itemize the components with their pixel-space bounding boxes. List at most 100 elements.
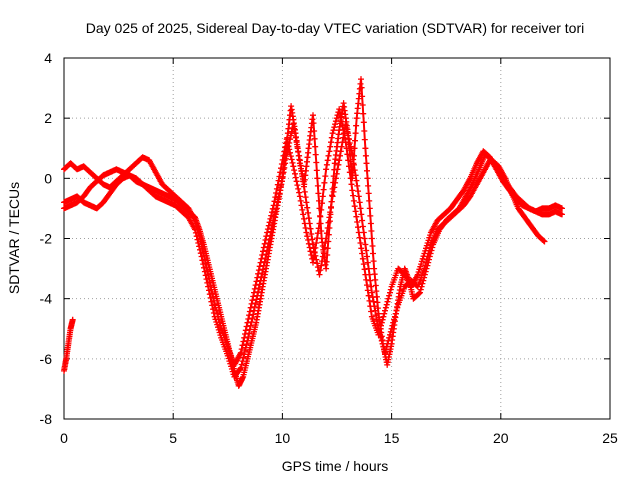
data-point-marker — [195, 240, 202, 246]
data-point-marker — [319, 258, 325, 265]
x-tick-label: 0 — [60, 430, 68, 446]
data-point-marker — [323, 258, 330, 265]
data-point-marker — [305, 209, 312, 216]
data-point-marker — [365, 265, 372, 272]
data-point-marker — [424, 253, 431, 260]
data-point-marker — [237, 364, 244, 371]
data-point-marker — [372, 276, 379, 283]
data-point-marker — [271, 213, 278, 220]
data-point-marker — [368, 289, 375, 296]
data-point-marker — [323, 235, 330, 242]
data-point-marker — [366, 271, 373, 278]
data-point-marker — [215, 324, 221, 331]
data-point-marker — [69, 316, 76, 323]
data-point-marker — [328, 198, 335, 205]
data-point-marker — [198, 253, 205, 260]
data-point-marker — [313, 167, 320, 174]
data-point-marker — [293, 178, 300, 185]
data-point-marker — [422, 262, 429, 269]
data-point-marker — [260, 244, 267, 251]
data-point-marker — [363, 276, 370, 283]
data-point-marker — [370, 298, 377, 305]
data-point-marker — [300, 178, 307, 185]
data-point-marker — [320, 186, 327, 193]
data-point-marker — [373, 316, 380, 323]
data-point-marker — [250, 311, 257, 318]
data-point-marker — [328, 139, 334, 146]
data-point-marker — [293, 139, 300, 146]
data-point-marker — [255, 270, 262, 277]
data-point-marker — [201, 268, 208, 275]
data-point-marker — [385, 295, 392, 302]
data-point-marker — [359, 223, 366, 230]
data-point-marker — [245, 316, 252, 322]
data-point-marker — [240, 338, 247, 345]
data-point-marker — [387, 286, 394, 293]
data-point-marker — [321, 244, 328, 251]
data-point-marker — [366, 297, 373, 304]
data-point-marker — [421, 265, 428, 272]
data-point-marker — [256, 263, 263, 270]
data-point-marker — [373, 288, 380, 295]
data-point-marker — [350, 197, 357, 204]
data-point-marker — [386, 334, 393, 341]
data-point-marker — [244, 319, 251, 326]
data-point-marker — [359, 250, 366, 257]
data-point-marker — [251, 303, 258, 310]
data-point-marker — [360, 229, 367, 236]
data-point-marker — [347, 175, 354, 182]
data-point-marker — [193, 233, 200, 240]
data-point-marker — [253, 278, 260, 285]
x-axis-label: GPS time / hours — [282, 458, 389, 474]
data-point-marker — [362, 241, 369, 248]
data-point-marker — [371, 303, 378, 310]
data-point-marker — [333, 170, 340, 177]
data-point-marker — [367, 212, 374, 219]
data-point-marker — [243, 323, 250, 330]
data-point-marker — [372, 307, 379, 314]
data-point-marker — [210, 310, 217, 316]
data-point-marker — [368, 308, 375, 315]
data-point-marker — [361, 235, 368, 242]
data-point-marker — [362, 152, 369, 159]
data-point-marker — [364, 282, 370, 289]
data-point-marker — [210, 306, 217, 313]
data-point-marker — [541, 238, 548, 245]
data-point-marker — [350, 192, 357, 199]
data-point-marker — [391, 313, 398, 320]
data-point-marker — [326, 214, 333, 221]
data-point-marker — [256, 281, 263, 288]
data-point-marker — [425, 250, 432, 257]
data-point-marker — [245, 334, 252, 340]
data-point-marker — [301, 188, 308, 195]
data-point-marker — [423, 256, 430, 263]
data-point-marker — [327, 143, 334, 150]
data-point-marker — [381, 310, 388, 317]
data-point-marker — [358, 211, 365, 218]
data-point-marker — [310, 245, 317, 252]
data-point-marker — [370, 258, 377, 265]
data-point-marker — [353, 213, 360, 220]
data-point-marker — [272, 194, 279, 201]
data-point-marker — [332, 121, 339, 128]
data-point-marker — [373, 312, 379, 319]
data-point-marker — [324, 157, 331, 164]
data-point-marker — [358, 76, 364, 83]
data-point-marker — [323, 166, 330, 173]
data-point-marker — [324, 252, 331, 258]
data-point-marker — [337, 148, 344, 155]
data-point-marker — [368, 228, 375, 234]
data-point-marker — [344, 128, 351, 135]
data-point-marker — [368, 283, 375, 290]
data-point-marker — [282, 155, 289, 162]
data-point-marker — [392, 310, 399, 317]
data-point-marker — [274, 198, 281, 205]
data-point-marker — [313, 159, 320, 166]
data-point-marker — [261, 240, 268, 247]
data-point-marker — [242, 347, 248, 354]
data-point-marker — [295, 185, 302, 192]
data-point-marker — [304, 204, 311, 211]
data-point-marker — [297, 197, 304, 204]
data-point-marker — [299, 173, 306, 180]
data-point-marker — [375, 325, 382, 332]
